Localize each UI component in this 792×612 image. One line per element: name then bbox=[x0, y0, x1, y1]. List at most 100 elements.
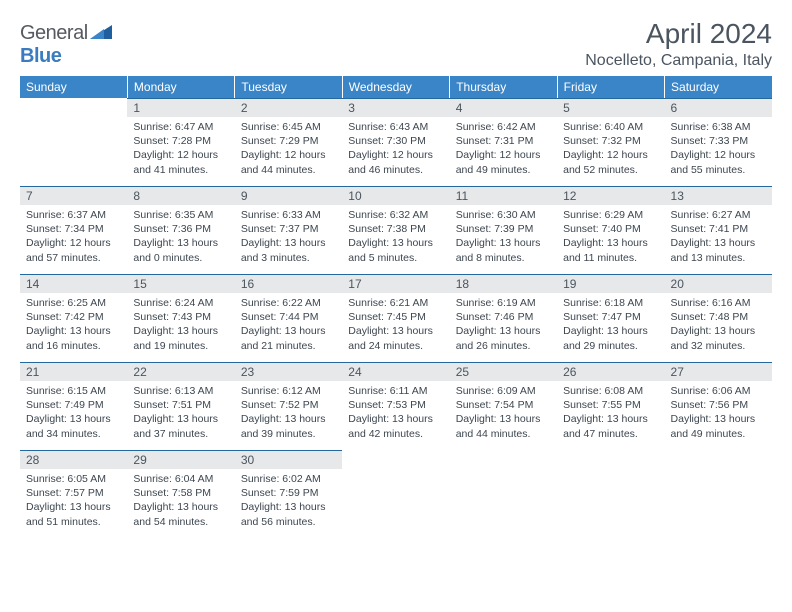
calendar-cell bbox=[20, 98, 127, 186]
day-details: Sunrise: 6:19 AMSunset: 7:46 PMDaylight:… bbox=[450, 293, 557, 357]
calendar-cell: 5Sunrise: 6:40 AMSunset: 7:32 PMDaylight… bbox=[557, 98, 664, 186]
day-details: Sunrise: 6:22 AMSunset: 7:44 PMDaylight:… bbox=[235, 293, 342, 357]
calendar-cell: 25Sunrise: 6:09 AMSunset: 7:54 PMDayligh… bbox=[450, 362, 557, 450]
day-details: Sunrise: 6:02 AMSunset: 7:59 PMDaylight:… bbox=[235, 469, 342, 533]
day-details: Sunrise: 6:42 AMSunset: 7:31 PMDaylight:… bbox=[450, 117, 557, 181]
day-details: Sunrise: 6:25 AMSunset: 7:42 PMDaylight:… bbox=[20, 293, 127, 357]
day-details: Sunrise: 6:29 AMSunset: 7:40 PMDaylight:… bbox=[557, 205, 664, 269]
day-number: 1 bbox=[127, 98, 234, 117]
day-number: 23 bbox=[235, 362, 342, 381]
day-details: Sunrise: 6:15 AMSunset: 7:49 PMDaylight:… bbox=[20, 381, 127, 445]
day-number: 2 bbox=[235, 98, 342, 117]
calendar-cell: 18Sunrise: 6:19 AMSunset: 7:46 PMDayligh… bbox=[450, 274, 557, 362]
day-details: Sunrise: 6:13 AMSunset: 7:51 PMDaylight:… bbox=[127, 381, 234, 445]
calendar-cell: 19Sunrise: 6:18 AMSunset: 7:47 PMDayligh… bbox=[557, 274, 664, 362]
day-number: 18 bbox=[450, 274, 557, 293]
calendar-cell: 3Sunrise: 6:43 AMSunset: 7:30 PMDaylight… bbox=[342, 98, 449, 186]
calendar-cell: 29Sunrise: 6:04 AMSunset: 7:58 PMDayligh… bbox=[127, 450, 234, 538]
day-number: 5 bbox=[557, 98, 664, 117]
day-details: Sunrise: 6:27 AMSunset: 7:41 PMDaylight:… bbox=[665, 205, 772, 269]
day-number: 11 bbox=[450, 186, 557, 205]
weekday-header: Tuesday bbox=[235, 76, 342, 98]
day-number: 20 bbox=[665, 274, 772, 293]
day-number: 27 bbox=[665, 362, 772, 381]
day-number: 19 bbox=[557, 274, 664, 293]
day-number: 25 bbox=[450, 362, 557, 381]
day-number: 6 bbox=[665, 98, 772, 117]
day-details: Sunrise: 6:12 AMSunset: 7:52 PMDaylight:… bbox=[235, 381, 342, 445]
calendar-cell: 28Sunrise: 6:05 AMSunset: 7:57 PMDayligh… bbox=[20, 450, 127, 538]
calendar-cell: 8Sunrise: 6:35 AMSunset: 7:36 PMDaylight… bbox=[127, 186, 234, 274]
logo-triangle-icon bbox=[90, 25, 112, 39]
calendar-cell: 12Sunrise: 6:29 AMSunset: 7:40 PMDayligh… bbox=[557, 186, 664, 274]
calendar-cell: 16Sunrise: 6:22 AMSunset: 7:44 PMDayligh… bbox=[235, 274, 342, 362]
calendar-cell bbox=[557, 450, 664, 538]
calendar-row: 7Sunrise: 6:37 AMSunset: 7:34 PMDaylight… bbox=[20, 186, 772, 274]
day-number: 24 bbox=[342, 362, 449, 381]
weekday-header: Sunday bbox=[20, 76, 127, 98]
calendar-cell: 21Sunrise: 6:15 AMSunset: 7:49 PMDayligh… bbox=[20, 362, 127, 450]
day-details: Sunrise: 6:08 AMSunset: 7:55 PMDaylight:… bbox=[557, 381, 664, 445]
weekday-header: Friday bbox=[557, 76, 664, 98]
logo-blue: Blue bbox=[20, 45, 61, 67]
calendar-cell: 27Sunrise: 6:06 AMSunset: 7:56 PMDayligh… bbox=[665, 362, 772, 450]
calendar-cell: 14Sunrise: 6:25 AMSunset: 7:42 PMDayligh… bbox=[20, 274, 127, 362]
day-details: Sunrise: 6:43 AMSunset: 7:30 PMDaylight:… bbox=[342, 117, 449, 181]
calendar-head: SundayMondayTuesdayWednesdayThursdayFrid… bbox=[20, 76, 772, 98]
calendar-cell: 17Sunrise: 6:21 AMSunset: 7:45 PMDayligh… bbox=[342, 274, 449, 362]
calendar-body: 1Sunrise: 6:47 AMSunset: 7:28 PMDaylight… bbox=[20, 98, 772, 538]
calendar-cell: 9Sunrise: 6:33 AMSunset: 7:37 PMDaylight… bbox=[235, 186, 342, 274]
day-number: 28 bbox=[20, 450, 127, 469]
calendar-cell: 4Sunrise: 6:42 AMSunset: 7:31 PMDaylight… bbox=[450, 98, 557, 186]
calendar-table: SundayMondayTuesdayWednesdayThursdayFrid… bbox=[20, 76, 772, 538]
calendar-cell: 11Sunrise: 6:30 AMSunset: 7:39 PMDayligh… bbox=[450, 186, 557, 274]
logo: GeneralBlue bbox=[20, 22, 112, 68]
day-details: Sunrise: 6:18 AMSunset: 7:47 PMDaylight:… bbox=[557, 293, 664, 357]
day-number: 29 bbox=[127, 450, 234, 469]
day-details: Sunrise: 6:04 AMSunset: 7:58 PMDaylight:… bbox=[127, 469, 234, 533]
calendar-cell: 26Sunrise: 6:08 AMSunset: 7:55 PMDayligh… bbox=[557, 362, 664, 450]
calendar-cell: 10Sunrise: 6:32 AMSunset: 7:38 PMDayligh… bbox=[342, 186, 449, 274]
calendar-cell: 6Sunrise: 6:38 AMSunset: 7:33 PMDaylight… bbox=[665, 98, 772, 186]
day-number: 21 bbox=[20, 362, 127, 381]
logo-general: General bbox=[20, 22, 88, 44]
calendar-cell bbox=[450, 450, 557, 538]
weekday-header: Saturday bbox=[665, 76, 772, 98]
day-number: 9 bbox=[235, 186, 342, 205]
day-number: 4 bbox=[450, 98, 557, 117]
day-number: 12 bbox=[557, 186, 664, 205]
day-number: 10 bbox=[342, 186, 449, 205]
day-details: Sunrise: 6:32 AMSunset: 7:38 PMDaylight:… bbox=[342, 205, 449, 269]
calendar-row: 14Sunrise: 6:25 AMSunset: 7:42 PMDayligh… bbox=[20, 274, 772, 362]
calendar-row: 28Sunrise: 6:05 AMSunset: 7:57 PMDayligh… bbox=[20, 450, 772, 538]
calendar-cell: 20Sunrise: 6:16 AMSunset: 7:48 PMDayligh… bbox=[665, 274, 772, 362]
weekday-header: Monday bbox=[127, 76, 234, 98]
day-number: 22 bbox=[127, 362, 234, 381]
calendar-cell: 7Sunrise: 6:37 AMSunset: 7:34 PMDaylight… bbox=[20, 186, 127, 274]
day-details: Sunrise: 6:47 AMSunset: 7:28 PMDaylight:… bbox=[127, 117, 234, 181]
logo-text: GeneralBlue bbox=[20, 22, 112, 68]
calendar-cell bbox=[665, 450, 772, 538]
day-details: Sunrise: 6:45 AMSunset: 7:29 PMDaylight:… bbox=[235, 117, 342, 181]
day-details: Sunrise: 6:05 AMSunset: 7:57 PMDaylight:… bbox=[20, 469, 127, 533]
day-details: Sunrise: 6:33 AMSunset: 7:37 PMDaylight:… bbox=[235, 205, 342, 269]
calendar-cell: 1Sunrise: 6:47 AMSunset: 7:28 PMDaylight… bbox=[127, 98, 234, 186]
calendar-cell bbox=[342, 450, 449, 538]
title-block: April 2024 Nocelleto, Campania, Italy bbox=[585, 18, 772, 70]
weekday-header: Wednesday bbox=[342, 76, 449, 98]
calendar-cell: 23Sunrise: 6:12 AMSunset: 7:52 PMDayligh… bbox=[235, 362, 342, 450]
day-number: 14 bbox=[20, 274, 127, 293]
calendar-cell: 30Sunrise: 6:02 AMSunset: 7:59 PMDayligh… bbox=[235, 450, 342, 538]
day-number: 26 bbox=[557, 362, 664, 381]
day-details: Sunrise: 6:38 AMSunset: 7:33 PMDaylight:… bbox=[665, 117, 772, 181]
location: Nocelleto, Campania, Italy bbox=[585, 52, 772, 70]
month-title: April 2024 bbox=[585, 18, 772, 50]
calendar-cell: 2Sunrise: 6:45 AMSunset: 7:29 PMDaylight… bbox=[235, 98, 342, 186]
weekday-header: Thursday bbox=[450, 76, 557, 98]
day-number: 30 bbox=[235, 450, 342, 469]
day-number: 8 bbox=[127, 186, 234, 205]
day-details: Sunrise: 6:40 AMSunset: 7:32 PMDaylight:… bbox=[557, 117, 664, 181]
calendar-cell: 24Sunrise: 6:11 AMSunset: 7:53 PMDayligh… bbox=[342, 362, 449, 450]
day-details: Sunrise: 6:37 AMSunset: 7:34 PMDaylight:… bbox=[20, 205, 127, 269]
day-number: 7 bbox=[20, 186, 127, 205]
